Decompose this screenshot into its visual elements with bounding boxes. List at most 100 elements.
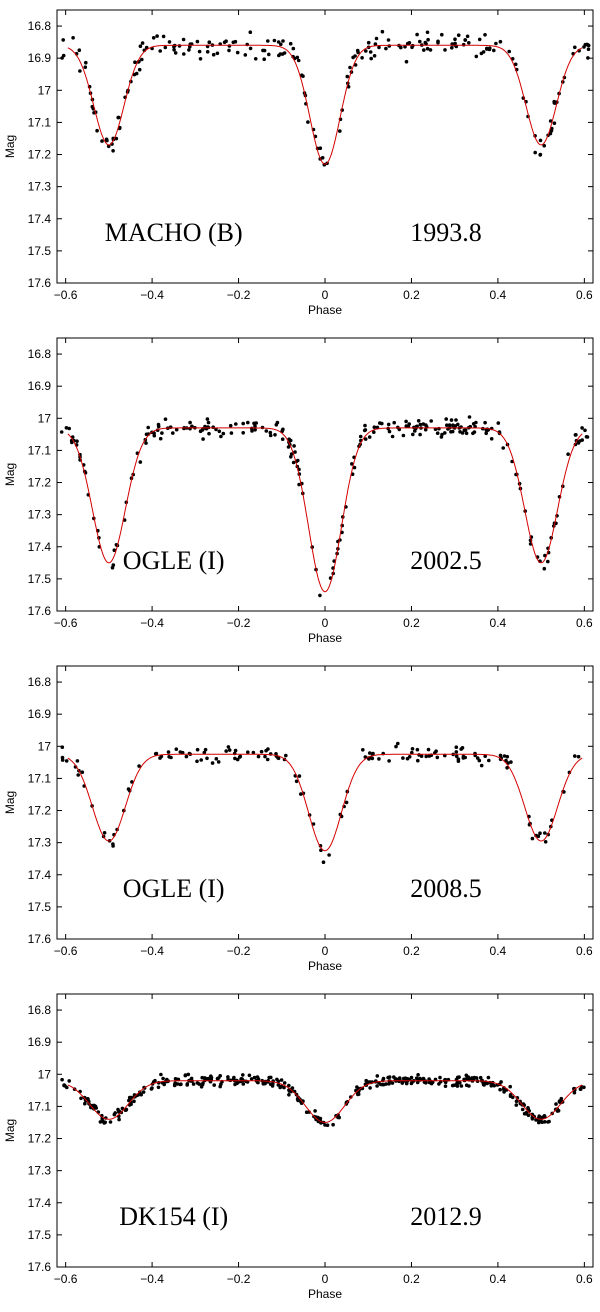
data-point xyxy=(252,421,256,426)
y-tick-label: 17.1 xyxy=(28,115,52,129)
data-point xyxy=(110,565,115,570)
data-point xyxy=(498,753,503,758)
data-point xyxy=(479,51,484,56)
data-point xyxy=(508,1084,512,1089)
data-point xyxy=(396,741,400,746)
data-point xyxy=(235,1081,239,1086)
data-point xyxy=(472,1075,477,1080)
data-point xyxy=(463,38,468,42)
data-point xyxy=(65,1085,69,1090)
x-tick-label: 0.4 xyxy=(490,288,507,302)
data-point xyxy=(166,750,171,754)
data-point xyxy=(386,422,391,427)
data-point xyxy=(537,1120,541,1125)
data-point xyxy=(215,51,220,56)
data-point xyxy=(370,756,375,761)
y-tick-label: 17.2 xyxy=(28,148,52,162)
data-point xyxy=(60,1077,64,1082)
y-tick-label: 16.8 xyxy=(28,675,52,689)
data-point xyxy=(520,1107,525,1112)
data-point xyxy=(167,755,171,759)
data-point xyxy=(288,41,293,46)
data-point xyxy=(552,121,557,125)
data-point xyxy=(444,417,449,421)
data-point xyxy=(435,431,440,435)
data-point xyxy=(372,54,377,58)
y-tick-label: 17 xyxy=(38,739,52,753)
data-point xyxy=(197,49,202,54)
data-point xyxy=(586,56,590,60)
data-point xyxy=(407,41,412,45)
data-point xyxy=(144,441,148,445)
y-tick-label: 17.3 xyxy=(28,1164,52,1178)
data-point xyxy=(456,759,461,763)
data-point xyxy=(67,426,71,431)
data-point xyxy=(188,420,192,425)
data-point xyxy=(190,424,194,429)
x-tick-label: −0.2 xyxy=(227,1272,251,1286)
data-point xyxy=(360,56,364,60)
y-tick-label: 16.9 xyxy=(28,707,52,721)
data-point xyxy=(540,1120,544,1124)
data-point xyxy=(368,50,373,54)
data-point xyxy=(205,417,210,421)
data-point xyxy=(443,431,447,435)
data-point xyxy=(197,1082,201,1086)
data-point xyxy=(100,139,104,143)
data-point xyxy=(116,115,120,120)
data-point xyxy=(263,1081,267,1086)
data-point xyxy=(477,758,482,763)
light-curve-plot-4: −0.6 −0.4 −0.2 0 0.2 0.4 0.6 16.8 16.9 17 17.1 17.2… xyxy=(3,993,594,1301)
data-point xyxy=(366,40,371,45)
data-point xyxy=(318,593,322,598)
data-point xyxy=(410,747,415,751)
data-point xyxy=(158,756,162,760)
epoch-label: 2008.5 xyxy=(410,874,482,903)
data-point xyxy=(358,434,363,439)
data-point xyxy=(416,1073,420,1077)
data-point xyxy=(572,1090,577,1095)
data-point xyxy=(198,429,203,434)
data-point xyxy=(387,759,391,763)
data-point xyxy=(172,44,176,49)
data-point xyxy=(265,757,270,762)
data-point xyxy=(364,49,368,53)
data-point xyxy=(499,1080,503,1084)
data-point xyxy=(155,34,159,38)
data-point xyxy=(410,750,414,755)
data-point xyxy=(282,1085,286,1090)
data-point xyxy=(509,760,513,764)
data-point xyxy=(418,422,423,427)
data-point xyxy=(548,131,553,136)
data-point xyxy=(288,438,293,443)
y-tick-label: 17.1 xyxy=(28,443,52,457)
data-point xyxy=(180,750,185,755)
data-point xyxy=(132,1099,136,1104)
data-point xyxy=(201,437,205,441)
data-point xyxy=(94,1106,98,1110)
data-point xyxy=(280,428,285,433)
data-point xyxy=(235,50,240,55)
data-point xyxy=(367,435,372,439)
data-point xyxy=(183,1073,188,1078)
data-point xyxy=(227,748,232,752)
data-point xyxy=(281,39,285,43)
data-point xyxy=(253,424,257,428)
data-point xyxy=(454,754,459,759)
data-point xyxy=(174,747,179,751)
x-tick-label: 0.6 xyxy=(576,288,593,302)
y-tick-label: 17 xyxy=(38,411,52,425)
data-point xyxy=(492,1083,497,1088)
data-point xyxy=(216,760,221,764)
model-curve xyxy=(67,1080,583,1124)
data-point xyxy=(140,57,144,62)
data-point xyxy=(61,38,65,42)
survey-label: MACHO (B) xyxy=(105,218,243,247)
data-point xyxy=(226,745,231,749)
data-point xyxy=(271,1082,275,1086)
data-point xyxy=(455,1084,460,1088)
data-point xyxy=(318,146,323,150)
data-point xyxy=(492,48,496,53)
survey-label: OGLE (I) xyxy=(123,874,225,903)
data-point xyxy=(163,417,168,421)
